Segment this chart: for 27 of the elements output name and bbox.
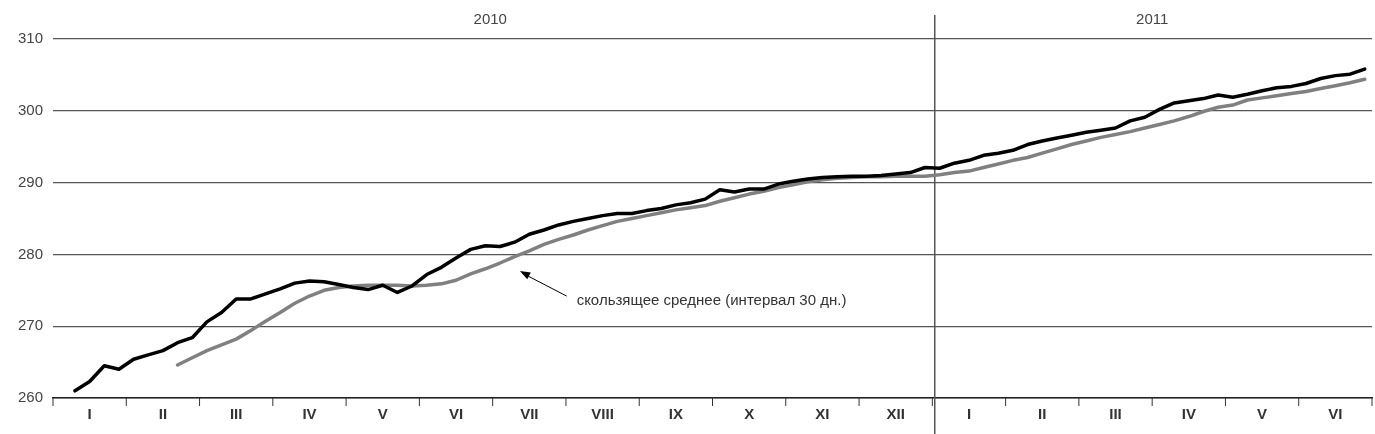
x-tick-label: V [377, 405, 388, 423]
x-tick-label: I [87, 405, 92, 423]
x-tick-label: V [1257, 405, 1268, 423]
x-tick-label: XII [886, 405, 905, 423]
y-tick-label: 310 [17, 29, 43, 47]
x-tick-label: VI [1328, 405, 1343, 423]
x-tick-label: VII [520, 405, 539, 423]
x-tick-label: VIII [591, 405, 614, 423]
annotation: скользящее среднее (интервал 30 дн.) [576, 291, 847, 309]
y-tick-label: 300 [17, 100, 43, 118]
y-tick-label: 280 [17, 244, 43, 262]
x-tick-label: II [158, 405, 168, 423]
x-tick-label: I [966, 405, 972, 423]
x-tick-label: IV [1181, 405, 1196, 423]
x-tick-label: IX [668, 405, 683, 423]
x-tick-label: IV [302, 405, 317, 423]
x2-tick-label: 2011 [1136, 10, 1169, 28]
x-tick-label: VI [448, 405, 464, 423]
x-tick-label: XI [815, 405, 830, 423]
x-tick-label: III [229, 405, 243, 423]
x2-tick-label: 2010 [473, 10, 507, 28]
y-tick-label: 270 [17, 316, 43, 334]
y-tick-label: 260 [17, 388, 43, 406]
x-tick-label: X [744, 405, 755, 423]
x-tick-label: III [1109, 405, 1122, 423]
y-tick-label: 290 [17, 172, 43, 190]
x-tick-label: II [1038, 405, 1047, 423]
